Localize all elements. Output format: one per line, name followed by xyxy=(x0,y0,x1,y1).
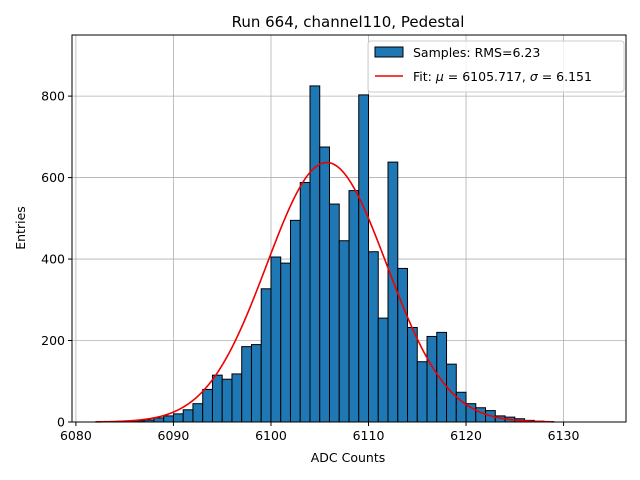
histogram-bar xyxy=(368,251,379,423)
histogram-bar xyxy=(172,413,184,423)
histogram-bar xyxy=(387,161,399,423)
histogram-bar xyxy=(280,262,291,423)
x-axis-label: ADC Counts xyxy=(311,450,386,465)
histogram-bar xyxy=(153,417,165,423)
legend-box xyxy=(367,40,625,93)
histogram-bar xyxy=(270,256,282,423)
x-tick-label: 6080 xyxy=(60,428,92,443)
x-tick-label: 6120 xyxy=(450,428,482,443)
histogram-bar xyxy=(338,240,350,423)
histogram-bar xyxy=(241,346,252,423)
legend-mu-value: = 6105.717, xyxy=(444,69,530,84)
y-tick-label: 400 xyxy=(41,252,65,267)
x-tick-label: 6090 xyxy=(158,428,190,443)
histogram-bar xyxy=(260,288,272,423)
x-tick-label: 6100 xyxy=(255,428,287,443)
histogram-bar xyxy=(328,203,340,423)
x-axis-ticks: 6080 6090 6100 6110 6120 6130 xyxy=(60,422,580,443)
histogram-bar xyxy=(475,407,487,423)
legend-label-fit: Fit: μ = 6105.717, σ = 6.151 xyxy=(413,69,592,84)
x-tick-label: 6110 xyxy=(353,428,385,443)
histogram-bar xyxy=(221,378,233,423)
y-tick-label: 200 xyxy=(41,333,65,348)
legend-sigma-symbol: σ xyxy=(530,69,539,84)
fit-curve xyxy=(95,161,554,423)
histogram-bar xyxy=(192,403,204,423)
histogram-bar xyxy=(211,374,223,423)
histogram-bar xyxy=(202,388,213,423)
legend-swatch-samples xyxy=(374,46,404,58)
histogram-bar xyxy=(465,403,477,423)
x-tick-label: 6130 xyxy=(548,428,580,443)
histogram-bar xyxy=(407,326,418,423)
histogram-bar xyxy=(289,219,301,423)
legend-mu-symbol: μ xyxy=(435,69,444,84)
histogram-bar xyxy=(309,85,321,423)
histogram-bar xyxy=(416,361,428,423)
y-tick-label: 800 xyxy=(41,89,65,104)
histogram-bar xyxy=(250,344,262,423)
legend-fit-prefix: Fit: xyxy=(413,69,436,84)
histogram-bar xyxy=(319,146,330,423)
histogram-bar xyxy=(348,190,360,423)
legend-label-samples: Samples: RMS=6.23 xyxy=(413,45,540,60)
y-axis-ticks: 0 200 400 600 800 xyxy=(41,89,72,430)
histogram-bar xyxy=(426,335,438,423)
legend-sigma-value: = 6.151 xyxy=(538,69,592,84)
y-axis-label: Entries xyxy=(13,206,28,250)
y-tick-label: 600 xyxy=(41,170,65,185)
histogram-bar xyxy=(377,317,389,423)
chart-title: Run 664, channel110, Pedestal xyxy=(232,13,465,31)
histogram-bars xyxy=(114,85,555,423)
histogram-bar xyxy=(358,94,370,423)
plot-frame xyxy=(71,34,627,423)
histogram-bar xyxy=(231,373,243,423)
histogram-bar xyxy=(163,415,174,423)
legend: Samples: RMS=6.23 Fit: μ = 6105.717, σ =… xyxy=(367,40,625,93)
y-tick-label: 0 xyxy=(57,415,65,430)
histogram-bar xyxy=(299,181,311,423)
histogram-bar xyxy=(455,391,467,423)
histogram-bar xyxy=(182,409,194,423)
histogram-bar xyxy=(397,267,409,423)
